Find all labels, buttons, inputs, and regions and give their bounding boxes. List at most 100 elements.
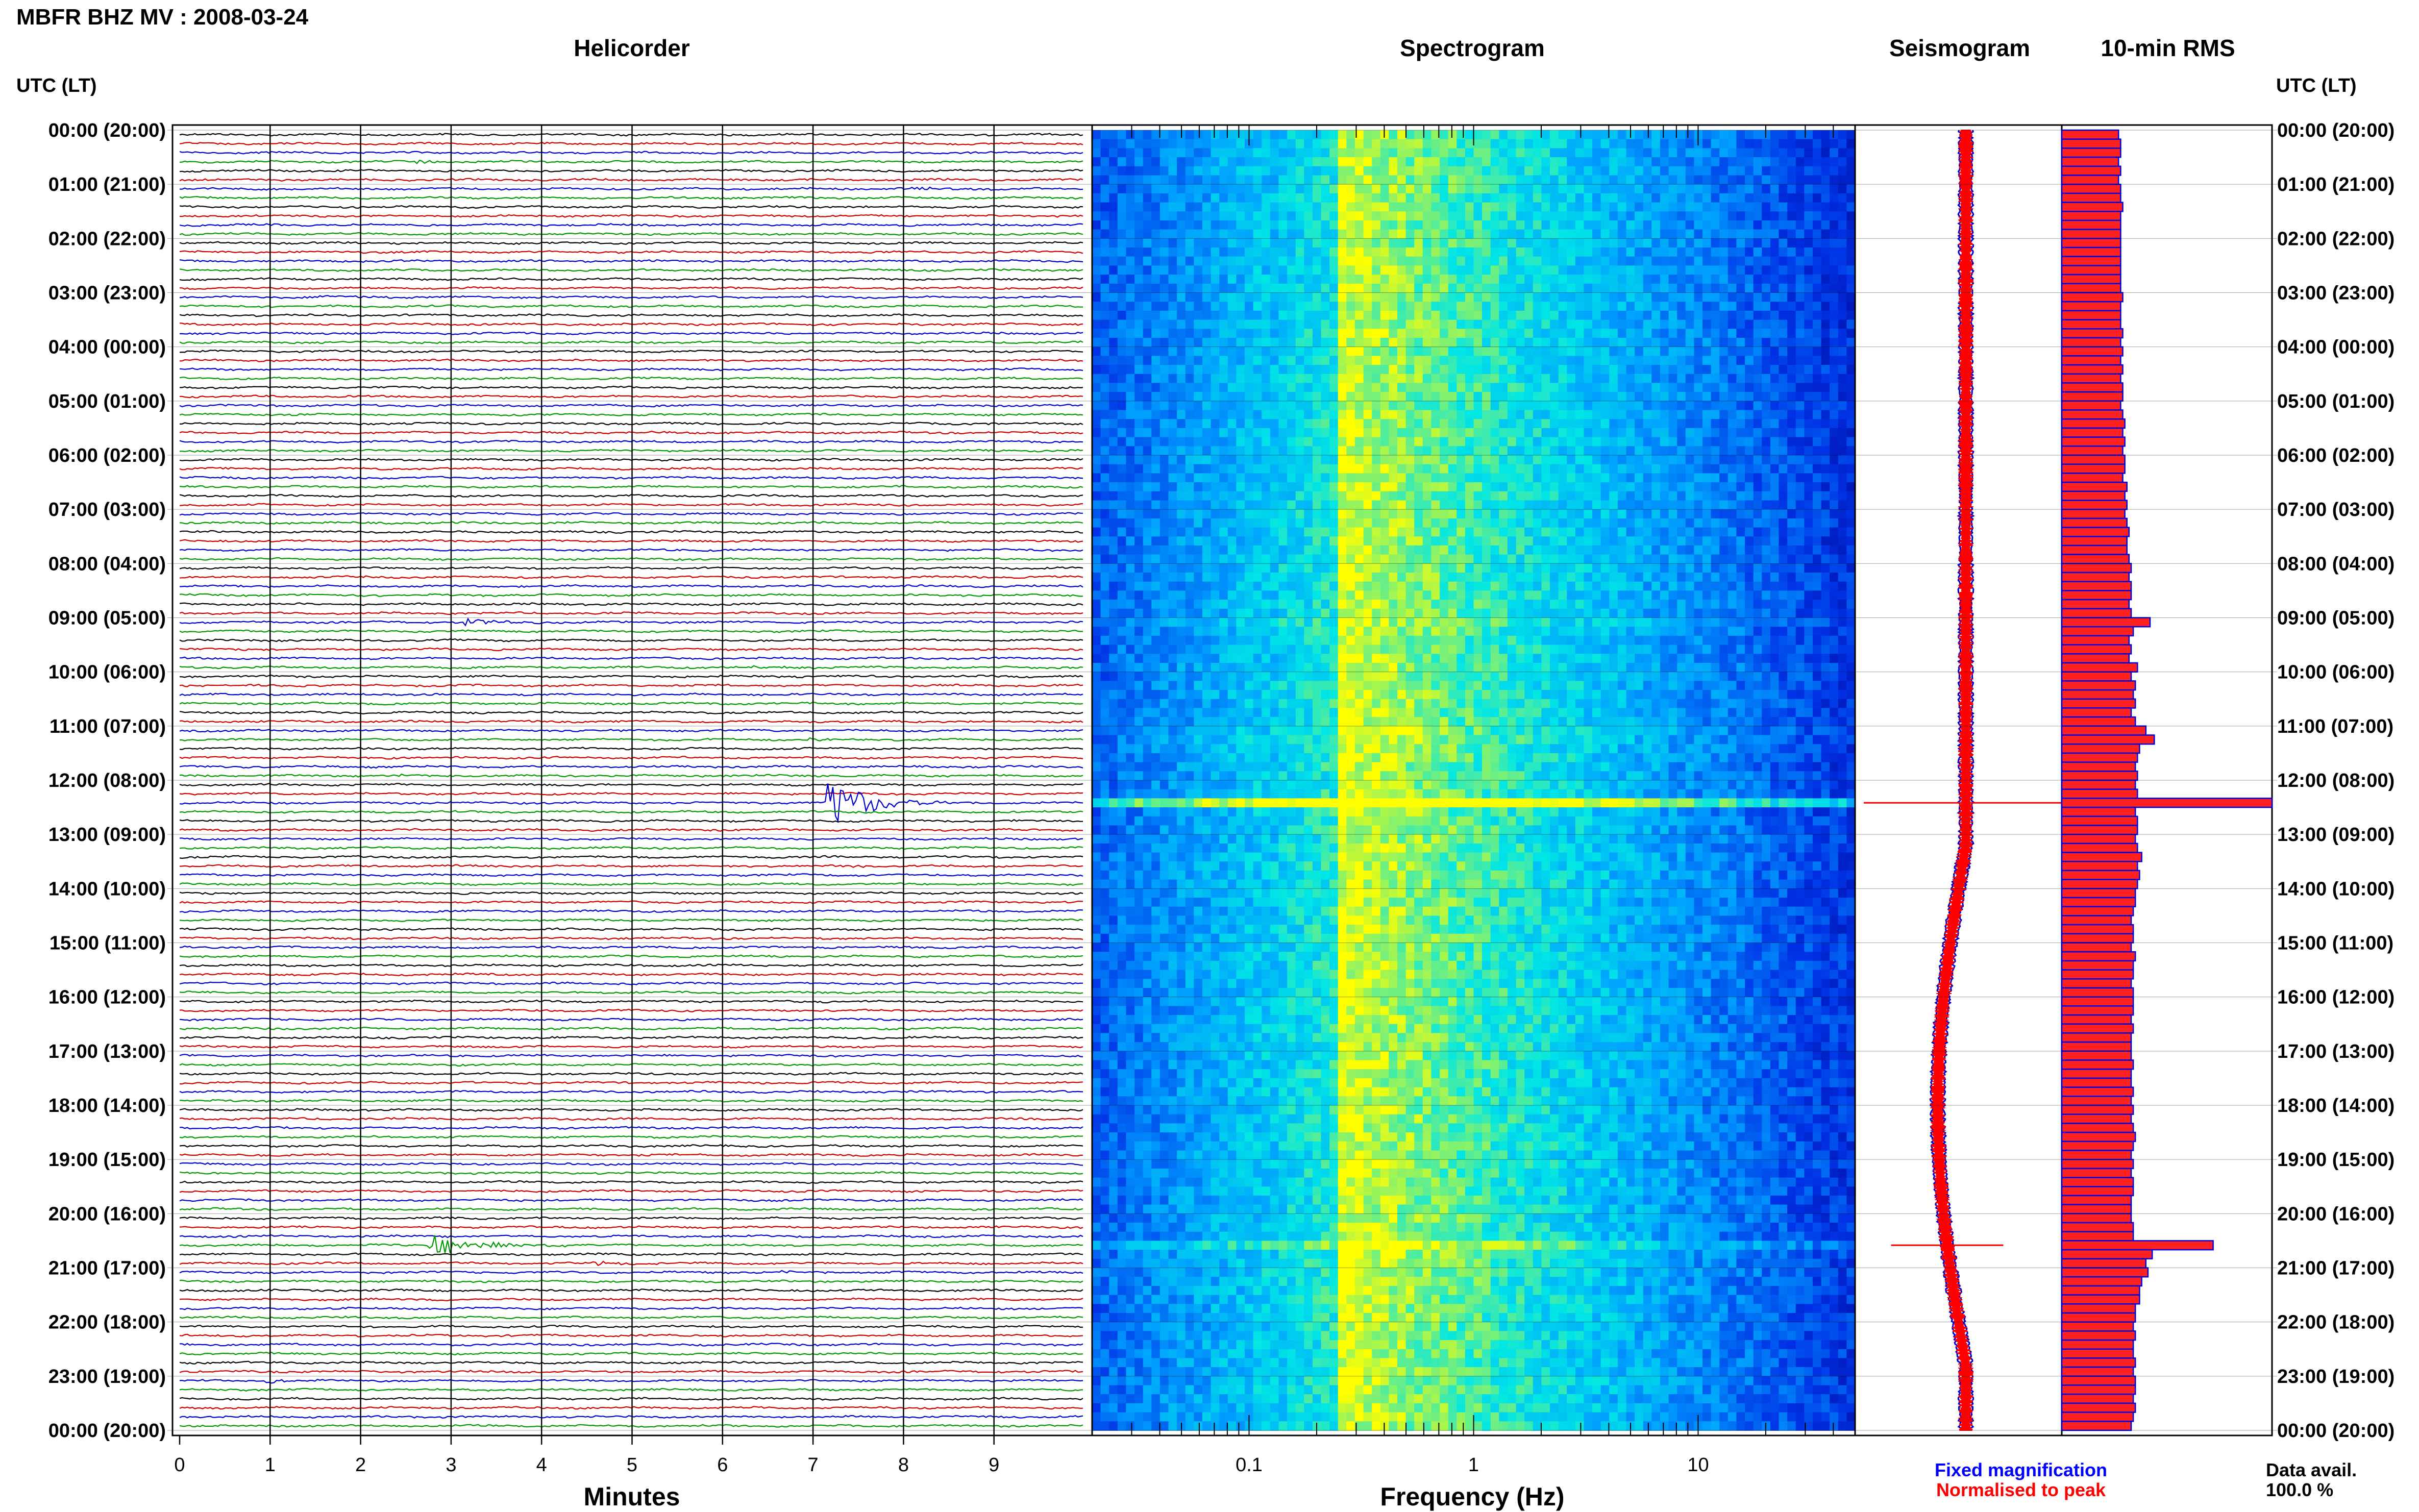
spectrogram-cell [1694,247,1703,257]
spectrogram-cell [1702,392,1712,402]
spectrogram-cell [1668,482,1677,492]
spectrogram-cell [1245,220,1254,230]
spectrogram-cell [1804,554,1813,564]
spectrogram-cell [1600,446,1610,456]
spectrogram-cell [1440,410,1449,419]
spectrogram-cell [1346,518,1355,528]
spectrogram-cell [1507,148,1517,158]
spectrogram-cell [1143,166,1152,176]
spectrogram-cell [1711,256,1720,266]
spectrogram-cell [1295,193,1305,203]
spectrogram-cell [1262,374,1271,384]
spectrogram-cell [1846,302,1856,311]
spectrogram-cell [1457,338,1466,348]
spectrogram-cell [1482,157,1491,167]
spectrogram-cell [1584,229,1593,239]
spectrogram-cell [1329,365,1339,375]
spectrogram-cell [1126,608,1135,618]
spectrogram-cell [1643,193,1652,203]
spectrogram-cell [1329,139,1339,149]
spectrogram-cell [1635,545,1644,555]
spectrogram-cell [1304,193,1313,203]
spectrogram-cell [1626,573,1635,582]
spectrogram-cell [1295,554,1305,564]
spectrogram-cell [1270,554,1279,564]
spectrogram-cell [1295,356,1305,365]
spectrogram-cell [1448,275,1458,284]
spectrogram-cell [1804,482,1813,492]
spectrogram-cell [1431,356,1440,365]
spectrogram-cell [1660,401,1669,411]
spectrogram-cell [1617,148,1627,158]
spectrogram-cell [1448,446,1458,456]
spectrogram-cell [1600,346,1610,357]
spectrogram-cell [1617,509,1627,519]
spectrogram-cell [1702,482,1712,492]
spectrogram-cell [1219,356,1228,365]
spectrogram-cell [1117,374,1127,384]
spectrogram-cell [1524,590,1534,600]
spectrogram-cell [1134,184,1144,194]
helicorder-trace [179,891,1083,895]
spectrogram-cell [1779,509,1788,519]
spectrogram-cell [1109,536,1118,546]
spectrogram-cell [1812,446,1822,456]
spectrogram-cell [1354,401,1364,411]
spectrogram-cell [1804,193,1813,203]
spectrogram-cell [1159,139,1169,149]
spectrogram-cell [1440,265,1449,275]
spectrogram-cell [1685,554,1695,564]
spectrogram-cell [1812,356,1822,365]
spectrogram-cell [1194,509,1203,519]
spectrogram-cell [1321,374,1330,384]
spectrogram-cell [1159,509,1169,519]
spectrogram-cell [1719,319,1729,330]
spectrogram-cell [1533,518,1542,528]
spectrogram-cell [1499,600,1508,609]
spectrogram-cell [1270,518,1279,528]
spectrogram-cell [1482,356,1491,365]
spectrogram-cell [1651,437,1661,447]
spectrogram-cell [1541,545,1550,555]
spectrogram-cell [1694,491,1703,501]
spectrogram-cell [1685,509,1695,519]
spectrogram-cell [1211,211,1220,221]
spectrogram-cell [1245,310,1254,320]
spectrogram-cell [1338,581,1347,591]
spectrogram-cell [1499,157,1508,167]
spectrogram-cell [1380,247,1390,257]
spectrogram-cell [1575,608,1585,618]
helicorder-trace [179,656,1083,660]
spectrogram-cell [1363,518,1372,528]
helicorder-trace [179,710,1083,715]
spectrogram-cell [1592,211,1601,221]
spectrogram-cell [1804,283,1813,293]
spectrogram-cell [1109,401,1118,411]
spectrogram-cell [1380,329,1390,338]
spectrogram-cell [1584,157,1593,167]
spectrogram-cell [1372,229,1381,239]
spectrogram-cell [1287,536,1296,546]
spectrogram-cell [1558,329,1567,338]
spectrogram-cell [1770,329,1780,338]
spectrogram-cell [1626,455,1635,465]
spectrogram-cell [1431,473,1440,483]
spectrogram-cell [1422,374,1432,384]
spectrogram-cell [1109,329,1118,338]
spectrogram-cell [1168,419,1177,429]
spectrogram-cell [1753,329,1763,338]
spectrogram-cell [1524,211,1534,221]
spectrogram-cell [1295,238,1305,248]
spectrogram-cell [1211,356,1220,365]
spectrogram-cell [1117,536,1127,546]
spectrogram-cell [1584,211,1593,221]
spectrogram-cell [1677,310,1686,320]
spectrogram-cell [1338,193,1347,203]
spectrogram-cell [1278,581,1288,591]
spectrogram-cell [1304,491,1313,501]
spectrogram-cell [1354,410,1364,419]
spectrogram-cell [1211,130,1220,140]
spectrogram-cell [1321,536,1330,546]
spectrogram-cell [1346,383,1355,392]
spectrogram-cell [1499,392,1508,402]
